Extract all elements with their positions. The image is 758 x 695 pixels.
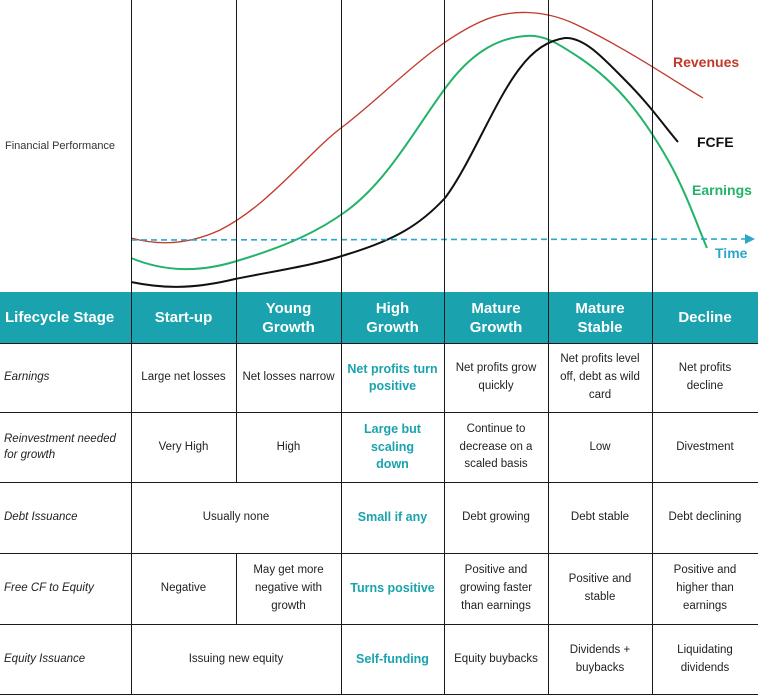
time-arrow-head (745, 234, 755, 244)
row-label-earnings: Earnings (4, 371, 50, 384)
earnings-label: Earnings (692, 182, 752, 198)
revenues-label: Revenues (673, 54, 740, 70)
table-cell: Equity buybacks (454, 652, 538, 665)
row-label-equity-issuance: Equity Issuance (4, 652, 86, 665)
table-cell-highlight: Small if any (357, 510, 428, 525)
table-cell: Low (589, 440, 611, 453)
table-cell: High (276, 440, 301, 453)
table-cell-highlight: Turns positive (350, 581, 435, 596)
grid-divider (548, 0, 549, 695)
time-label: Time (715, 245, 748, 261)
table-cell: Dividends + buybacks (569, 643, 631, 674)
table-cell: May get more negative with growth (253, 564, 324, 612)
time-axis-arrow (130, 238, 746, 241)
lifecycle-header-band (0, 292, 758, 344)
table-cell: Debt stable (570, 511, 630, 524)
fcfe-label: FCFE (697, 134, 734, 150)
table-cell: Net profits grow quickly (455, 362, 537, 392)
row-divider (0, 412, 758, 413)
row-label-free-cf: Free CF to Equity (4, 582, 94, 595)
row-divider (0, 482, 758, 483)
earnings-curve (130, 34, 708, 271)
lifecycle-stage-header: Lifecycle Stage (5, 309, 115, 327)
row-divider (0, 624, 758, 625)
table-cell: Positive and higher than earnings (673, 564, 737, 612)
table-cell: Debt growing (462, 511, 530, 524)
grid-divider (341, 0, 342, 695)
stage-young-growth: Young Growth (262, 299, 315, 337)
grid-divider (236, 553, 237, 624)
table-cell-highlight: Net profits turn positive (347, 361, 438, 394)
table-cell: Issuing new equity (188, 652, 284, 665)
table-cell: Continue to decrease on a scaled basis (459, 422, 533, 471)
table-cell: Net losses narrow (242, 371, 335, 384)
table-cell: Net profits decline (678, 362, 732, 392)
stage-decline: Decline (678, 309, 732, 327)
table-cell: Positive and growing faster than earning… (459, 564, 533, 612)
performance-chart (130, 11, 755, 288)
revenues-curve (130, 11, 704, 244)
fcfe-curve (130, 36, 679, 288)
financial-performance-label: Financial Performance (5, 140, 116, 152)
table-cell: Net profits level off, debt as wild card (560, 353, 640, 401)
grid-divider (444, 0, 445, 695)
table-cell: Very High (158, 440, 209, 453)
stage-startup: Start-up (154, 309, 213, 327)
row-label-reinvestment: Reinvestment needed for growth (4, 432, 116, 461)
grid-divider (131, 0, 132, 695)
stage-mature-stable: Mature Stable (575, 299, 625, 337)
row-divider (0, 343, 758, 344)
stage-mature-growth: Mature Growth (469, 299, 523, 337)
grid-divider (236, 0, 237, 482)
row-label-debt-issuance: Debt Issuance (4, 511, 78, 524)
table-cell: Negative (160, 582, 207, 595)
table-cell: Divestment (676, 440, 734, 453)
grid-divider (652, 0, 653, 695)
table-cell: Positive and stable (568, 573, 632, 603)
table-cell-highlight: Self-funding (356, 651, 429, 666)
table-cell: Usually none (202, 511, 270, 524)
table-cell: Large net losses (141, 371, 226, 384)
table-cell-highlight: Large but scaling down (364, 422, 421, 472)
row-divider (0, 553, 758, 554)
table-cell: Liquidating dividends (677, 643, 733, 674)
stage-high-growth: High Growth (366, 299, 419, 337)
table-cell: Debt declining (668, 511, 742, 524)
